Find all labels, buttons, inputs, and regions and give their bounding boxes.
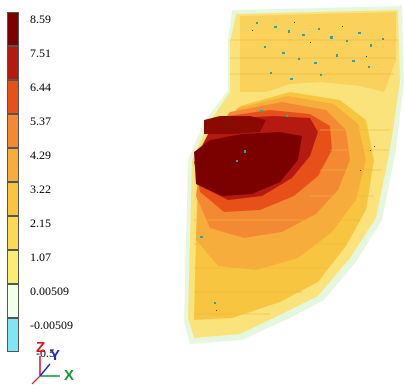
legend-label-8: 1.07 [30, 250, 51, 264]
legend-label-6: 3.22 [30, 182, 51, 196]
legend-label-5: 4.29 [30, 148, 51, 162]
axis-x-label: X [64, 367, 75, 384]
mesh-layer-lines [194, 39, 398, 315]
mesh-dark-specks [216, 22, 375, 311]
legend-swatch-1 [7, 12, 19, 46]
legend-label-1: 8.59 [30, 12, 51, 26]
model-core-upper [204, 116, 266, 134]
legend-swatch-3 [7, 80, 19, 114]
legend-swatch-2 [7, 46, 19, 80]
legend-label-4: 5.37 [30, 114, 51, 128]
legend-label-9: 0.00509 [30, 284, 69, 298]
model-core-dark-red [194, 132, 302, 196]
legend-swatch-5 [7, 148, 19, 182]
legend-label-7: 2.15 [30, 216, 51, 230]
legend-swatch-8 [7, 250, 19, 284]
legend-label-2: 7.51 [30, 46, 51, 60]
legend-swatch-10 [7, 318, 19, 352]
legend-swatch-7 [7, 216, 19, 250]
color-legend: 8.59 7.51 6.44 5.37 4.29 3.22 2.15 1.07 … [0, 0, 120, 385]
axis-triad-lines [31, 356, 60, 385]
legend-swatch-4 [7, 114, 19, 148]
legend-label-3: 6.44 [30, 80, 51, 94]
axis-z-label: Z [36, 339, 46, 356]
legend-swatch-9 [7, 284, 19, 318]
legend-swatch-6 [7, 182, 19, 216]
legend-label-10: -0.00509 [30, 318, 73, 332]
mesh-markers [200, 22, 384, 304]
model-upper-gold [240, 12, 396, 92]
contour-model-view[interactable] [170, 0, 404, 385]
axis-y-label: Y [50, 347, 61, 364]
axis-triad: Z Y X [26, 338, 86, 385]
